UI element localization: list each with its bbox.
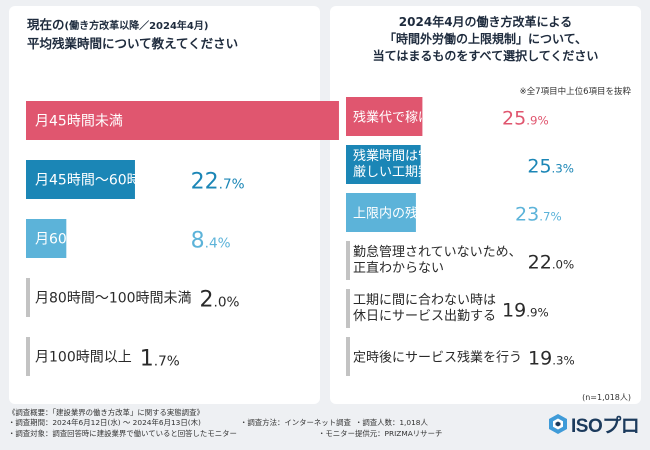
right-category-label-4-1: 休日にサービス出勤する: [353, 309, 496, 324]
right-value-label-3: 22.0%: [528, 252, 575, 274]
footer-line1: 《調査概要：「建設業界の働き方改革」に関する実態調査》: [8, 408, 204, 417]
right-bar-1: [346, 145, 421, 184]
left-question-line2: 平均残業時間について教えてください: [27, 36, 239, 51]
left-bar-3: [26, 278, 30, 317]
right-bar-0: [346, 97, 423, 136]
right-bar-4: [346, 289, 350, 328]
right-question-line2: 「時間外労働の上限規制」について、: [383, 32, 588, 46]
right-category-label-4-0: 工期に間に合わない時は: [353, 293, 496, 308]
sample-size-note: (n=1,018人): [582, 393, 631, 402]
footer-count: ・調査人数：1,018人: [355, 418, 428, 428]
left-value-label-4: 1.7%: [140, 347, 180, 372]
right-value-label-1: 25.3%: [527, 156, 574, 178]
right-category-label-5-0: 定時後にサービス残業を行う: [353, 350, 522, 366]
right-bar-5: [346, 337, 350, 376]
footer-target: ・調査対象：調査回答時に建設業界で働いていると回答したモニター: [8, 428, 237, 438]
left-value-label-1: 22.7%: [191, 170, 245, 195]
left-category-label-3: 月80時間〜100時間未満: [35, 291, 192, 307]
right-value-label-4: 19.9%: [502, 300, 549, 322]
left-category-label-0: 月45時間未満: [35, 114, 123, 130]
right-question-line1: 2024年4月の働き方改革による: [398, 15, 573, 29]
right-category-label-1-0: 残業時間は守られているが、: [353, 148, 521, 164]
right-panel: 2024年4月の働き方改革による 「時間外労働の上限規制」について、 当てはまる…: [330, 6, 641, 404]
left-bar-1: [26, 160, 135, 199]
survey-footer: 《調査概要：「建設業界の働き方改革」に関する実態調査》 ・調査期間：2024年6…: [8, 408, 442, 439]
hexagon-logo-icon: [549, 414, 567, 434]
right-value-label-0: 25.9%: [502, 108, 549, 130]
right-bar-3: [346, 241, 350, 280]
left-bar-2: [26, 219, 67, 258]
left-category-label-2: 月60時間〜80時間未満: [35, 232, 183, 248]
right-question: 2024年4月の働き方改革による 「時間外労働の上限規制」について、 当てはまる…: [330, 14, 641, 65]
left-category-label-4: 月100時間以上: [35, 350, 132, 366]
right-question-line3: 当てはまるものをすべて選択してください: [372, 49, 599, 63]
isopro-logo: ISOプロ: [548, 413, 640, 437]
footer-method: ・調査方法：インターネット調査: [240, 418, 351, 428]
right-category-label-3-1: 正直わからない: [353, 261, 444, 276]
right-bar-2: [346, 193, 416, 232]
right-category-label-0-0: 残業代で稼げなくなった: [353, 110, 496, 126]
left-question: 現在の(働き方改革以降／2024年4月) 平均残業時間について教えてください: [9, 16, 320, 52]
logo-text: ISOプロ: [571, 415, 640, 437]
left-bar-0: [26, 101, 339, 140]
left-value-label-3: 2.0%: [200, 288, 240, 313]
right-note: ※全7項目中上位6項目を抜粋: [519, 87, 631, 97]
left-question-pre: 現在の: [27, 17, 65, 32]
left-question-paren: (働き方改革以降／2024年4月): [64, 21, 209, 32]
right-category-label-2-0: 上限内の残業時間になった: [353, 206, 509, 222]
right-category-label-3-0: 勤怠管理されていないため、: [353, 244, 522, 260]
right-category-label-1-1: 厳しい工期案件が多い: [353, 164, 483, 180]
right-value-label-5: 19.3%: [528, 348, 575, 370]
left-value-label-2: 8.4%: [191, 229, 231, 254]
left-bar-4: [26, 337, 30, 376]
footer-provider: ・モニター提供元：PRIZMAリサーチ: [318, 428, 443, 438]
left-category-label-1: 月45時間〜60時間未満: [35, 173, 183, 189]
right-value-label-2: 23.7%: [515, 204, 562, 226]
left-panel: 現在の(働き方改革以降／2024年4月) 平均残業時間について教えてください: [9, 6, 320, 404]
footer-period: ・調査期間：2024年6月12日(水) ～ 2024年6月13日(木): [8, 418, 201, 428]
